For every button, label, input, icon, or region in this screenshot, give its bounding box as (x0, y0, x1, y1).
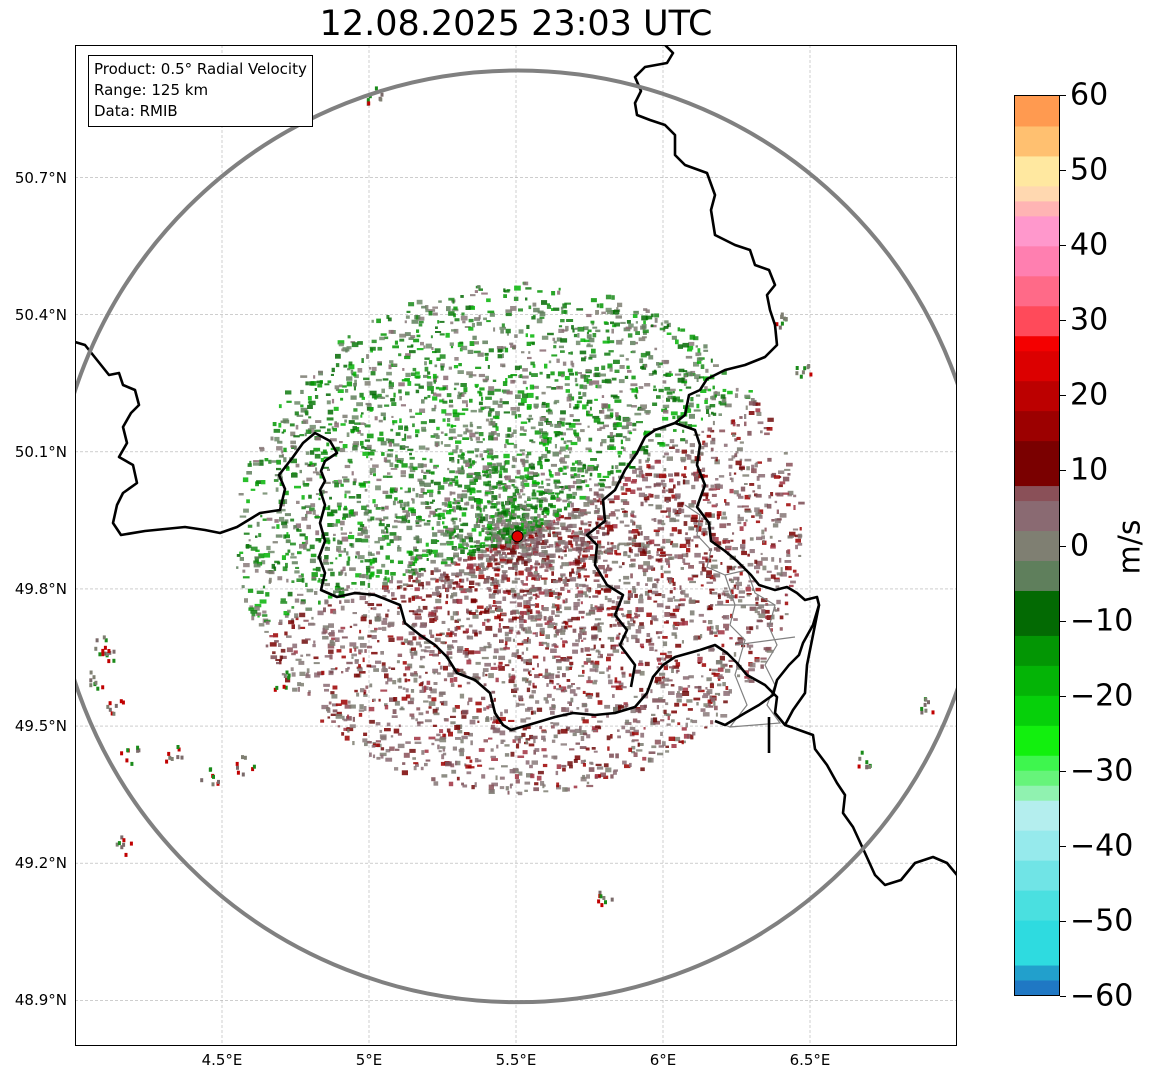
colorbar-tick-label: 60 (1070, 77, 1109, 113)
radar-site-marker[interactable] (511, 530, 524, 543)
colorbar-unit-label: m/s (1112, 519, 1148, 575)
y-tick-label: 49.2°N (14, 854, 67, 873)
colorbar-tick-label: −30 (1070, 753, 1134, 789)
colorbar-tick-label: 20 (1070, 377, 1109, 413)
y-tick-label: 49.8°N (14, 579, 67, 598)
x-tick-label: 5.5°E (495, 1051, 537, 1069)
colorbar-tick-label: −40 (1070, 828, 1134, 864)
border-germany-south (699, 643, 957, 887)
colorbar-tick-label: 50 (1070, 152, 1109, 188)
colorbar-tick-mark (1060, 545, 1066, 547)
colorbar-tick-mark (1060, 845, 1066, 847)
velocity-echoes (89, 86, 935, 908)
colorbar-tick-mark (1060, 95, 1066, 96)
colorbar-tick-mark (1060, 320, 1066, 322)
y-tick-label: 50.7°N (14, 168, 67, 187)
x-tick-label: 6.5°E (789, 1051, 831, 1069)
colorbar-tick-mark (1060, 170, 1066, 172)
border-germany-luxembourg (767, 604, 821, 753)
colorbar-tick-mark (1060, 395, 1066, 397)
y-tick-label: 49.5°N (14, 717, 67, 736)
colorbar-tick-mark (1060, 620, 1066, 622)
admin-border-luxembourg-inner (715, 574, 796, 728)
x-tick-label: 4.5°E (201, 1051, 243, 1069)
range-ring-circle (75, 68, 957, 1005)
colorbar-tick-mark (1060, 996, 1066, 997)
colorbar-tick-mark (1060, 695, 1066, 697)
y-tick-label: 50.1°N (14, 442, 67, 461)
colorbar-tick-label: −20 (1070, 678, 1134, 714)
colorbar-tick-label: 30 (1070, 302, 1109, 338)
map-title: 12.08.2025 23:03 UTC (319, 4, 713, 44)
colorbar-tick-label: −60 (1070, 978, 1134, 1014)
colorbar-tick-label: −10 (1070, 603, 1134, 639)
colorbar-tick-label: 0 (1070, 528, 1090, 563)
range-ring (75, 68, 957, 1005)
colorbar-tick-label: 40 (1070, 227, 1109, 263)
product-info-box: Product: 0.5° Radial Velocity Range: 125… (88, 55, 313, 127)
border-belgium-west (75, 340, 701, 732)
range-label: Range: 125 km (94, 81, 209, 99)
colorbar-tick-label: 10 (1070, 452, 1109, 488)
product-label: Product: 0.5° Radial Velocity (94, 60, 307, 78)
x-tick-label: 6°E (649, 1051, 677, 1069)
colorbar-tick-mark (1060, 920, 1066, 922)
y-tick-label: 48.9°N (14, 991, 67, 1010)
velocity-colorbar (1014, 95, 1060, 996)
radar-map[interactable] (75, 45, 957, 1046)
x-tick-label: 5°E (355, 1051, 383, 1069)
country-borders (75, 45, 957, 887)
colorbar-gradient (1015, 96, 1059, 995)
border-germany-east (633, 45, 779, 425)
colorbar-tick-label: −50 (1070, 903, 1134, 939)
border-luxembourg-west (585, 421, 821, 727)
data-source-label: Data: RMIB (94, 102, 178, 120)
colorbar-tick-mark (1060, 245, 1066, 247)
map-frame-border (75, 45, 957, 1046)
y-tick-label: 50.4°N (14, 305, 67, 324)
colorbar-tick-mark (1060, 770, 1066, 772)
radar-map-canvas (75, 45, 957, 1046)
colorbar-tick-mark (1060, 470, 1066, 472)
